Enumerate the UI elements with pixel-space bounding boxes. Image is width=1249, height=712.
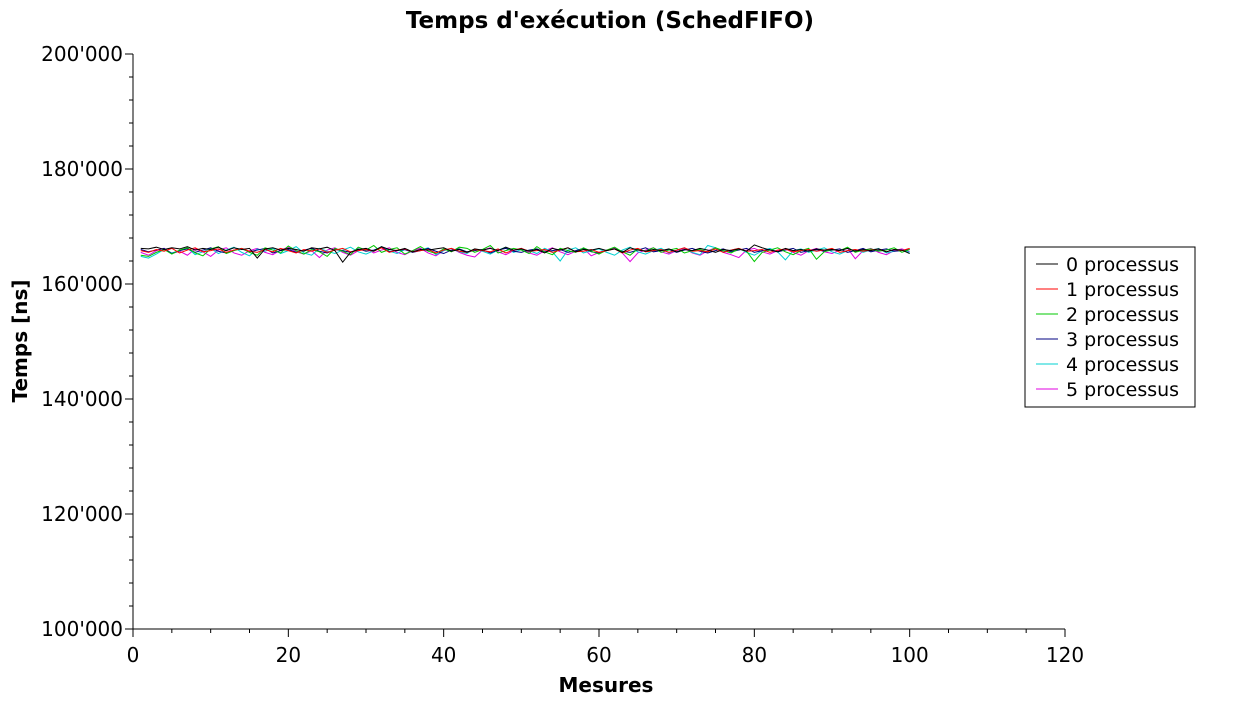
x-axis-label: Mesures bbox=[559, 673, 654, 697]
x-tick-label: 0 bbox=[127, 643, 140, 667]
legend-label-0: 0 processus bbox=[1066, 254, 1179, 276]
legend-label-1: 1 processus bbox=[1066, 279, 1179, 301]
chart-title: Temps d'exécution (SchedFIFO) bbox=[406, 8, 814, 34]
x-axis: 0 20 40 60 80 100 120 bbox=[127, 628, 1084, 667]
legend-box bbox=[1024, 246, 1196, 408]
legend-label-2: 2 processus bbox=[1066, 304, 1179, 326]
x-tick-label: 100 bbox=[891, 643, 929, 667]
legend: 0 processus 1 processus 2 processus 3 proce… bbox=[1024, 246, 1196, 408]
x-tick-label: 120 bbox=[1046, 643, 1084, 667]
x-tick-label: 60 bbox=[586, 643, 611, 667]
y-tick-label: 200'000 bbox=[41, 42, 123, 66]
y-tick-label: 140'000 bbox=[41, 387, 123, 411]
y-axis-label: Temps [ns] bbox=[8, 280, 32, 403]
legend-label-3: 3 processus bbox=[1066, 329, 1179, 351]
series-line-0 bbox=[140, 244, 910, 263]
legend-label-5: 5 processus bbox=[1066, 379, 1179, 401]
series-lines bbox=[140, 244, 910, 263]
y-tick-label: 180'000 bbox=[41, 157, 123, 181]
y-tick-label: 160'000 bbox=[41, 272, 123, 296]
y-tick-label: 120'000 bbox=[41, 502, 123, 526]
x-tick-label: 40 bbox=[431, 643, 456, 667]
x-tick-label: 20 bbox=[276, 643, 301, 667]
legend-label-4: 4 processus bbox=[1066, 354, 1179, 376]
series-line-2 bbox=[140, 244, 910, 263]
x-tick-label: 80 bbox=[742, 643, 767, 667]
y-axis: 100'000 120'000 140'000 160'000 180'000 200'0… bbox=[41, 42, 134, 641]
y-tick-label: 100'000 bbox=[41, 617, 123, 641]
